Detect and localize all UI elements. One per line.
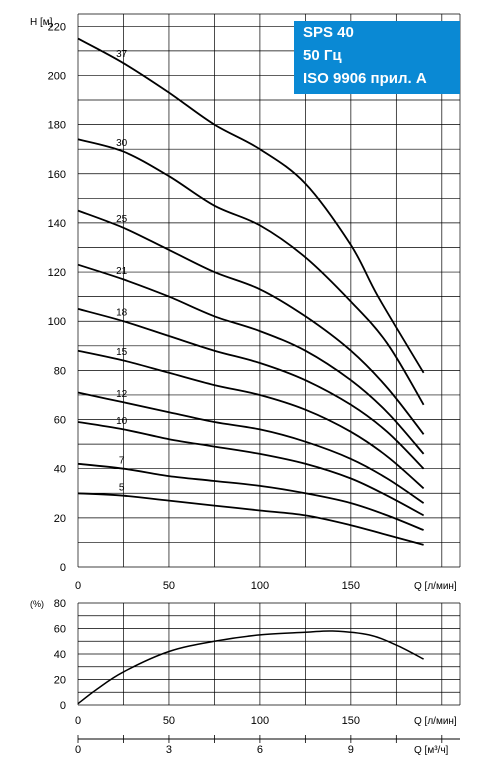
x-tick-label: 100 xyxy=(251,580,269,592)
y-tick-label: 100 xyxy=(48,316,66,328)
frequency-label: 50 Гц xyxy=(303,47,342,64)
curve-label-5: 5 xyxy=(119,483,125,494)
head-curve-15 xyxy=(77,349,425,490)
head-chart-grid xyxy=(77,13,461,568)
efficiency-curve-0 xyxy=(77,630,424,705)
y-tick-label: 120 xyxy=(48,267,66,279)
x-tick-label: 100 xyxy=(251,715,269,727)
x-tick-label: 150 xyxy=(342,715,360,727)
standard-label: ISO 9906 прил. A xyxy=(303,70,427,87)
y-tick-label: 40 xyxy=(54,649,66,661)
x-tick-label: 150 xyxy=(342,580,360,592)
curve-label-10: 10 xyxy=(116,416,128,427)
x-tick-label: 50 xyxy=(163,580,175,592)
curve-label-18: 18 xyxy=(116,308,128,319)
x-tick-label: 50 xyxy=(163,715,175,727)
y-tick-label: 20 xyxy=(54,513,66,525)
efficiency-axes: 0 20 40 60 80 0 50 100 150 xyxy=(54,598,360,727)
y-tick-label: 80 xyxy=(54,365,66,377)
curve-label-21: 21 xyxy=(116,266,128,277)
y-tick-label: 60 xyxy=(54,415,66,427)
y-tick-label: 80 xyxy=(54,598,66,610)
y-tick-label: 0 xyxy=(60,562,66,574)
m3h-tick-label: 9 xyxy=(348,744,354,756)
head-curve-labels: 37 30 25 21 18 15 12 10 7 5 xyxy=(116,49,128,493)
head-x-axis-label: Q [л/мин] xyxy=(414,581,457,592)
curve-label-7: 7 xyxy=(119,455,125,466)
curve-label-25: 25 xyxy=(116,214,128,225)
head-curve-7 xyxy=(77,462,424,531)
head-curve-5 xyxy=(77,492,424,546)
m3h-tick-label: 6 xyxy=(257,744,263,756)
curve-label-15: 15 xyxy=(116,347,128,358)
pump-info-box: SPS 40 50 Гц ISO 9906 прил. A xyxy=(294,21,460,94)
head-curve-21 xyxy=(77,263,425,455)
head-curves xyxy=(77,37,425,546)
flow-m3h-axis: 0 3 6 9 xyxy=(75,735,460,756)
y-tick-label: 220 xyxy=(48,21,66,33)
m3h-tick-label: 0 xyxy=(75,744,81,756)
head-axes: 0 20 40 60 80 100 120 140 160 180 200 220 0 50 100 150 xyxy=(48,21,360,592)
x-tick-label: 0 xyxy=(75,580,81,592)
curve-label-30: 30 xyxy=(116,138,128,149)
y-tick-label: 60 xyxy=(54,624,66,636)
y-tick-label: 140 xyxy=(48,218,66,230)
x-tick-label: 0 xyxy=(75,715,81,727)
y-tick-label: 0 xyxy=(60,700,66,712)
m3h-tick-label: 3 xyxy=(166,744,172,756)
efficiency-axis-label: (%) xyxy=(30,599,44,609)
curve-label-37: 37 xyxy=(116,49,128,60)
curve-label-12: 12 xyxy=(116,389,128,400)
efficiency-chart-grid xyxy=(77,602,461,706)
y-tick-label: 200 xyxy=(48,70,66,82)
pump-model-label: SPS 40 xyxy=(303,24,354,41)
flow-m3h-axis-label: Q [м³/ч] xyxy=(414,745,449,756)
head-curve-12 xyxy=(77,391,425,504)
head-curve-37 xyxy=(77,37,425,374)
head-curve-10 xyxy=(77,421,425,517)
y-tick-label: 180 xyxy=(48,120,66,132)
y-tick-label: 20 xyxy=(54,675,66,687)
y-tick-label: 40 xyxy=(54,464,66,476)
efficiency-curve xyxy=(77,630,424,705)
head-curve-25 xyxy=(77,209,425,435)
head-curve-18 xyxy=(77,308,425,470)
y-tick-label: 160 xyxy=(48,169,66,181)
efficiency-x-axis-label: Q [л/мин] xyxy=(414,716,457,727)
head-axis-label: H [м] xyxy=(30,17,53,28)
head-curve-30 xyxy=(77,138,425,406)
